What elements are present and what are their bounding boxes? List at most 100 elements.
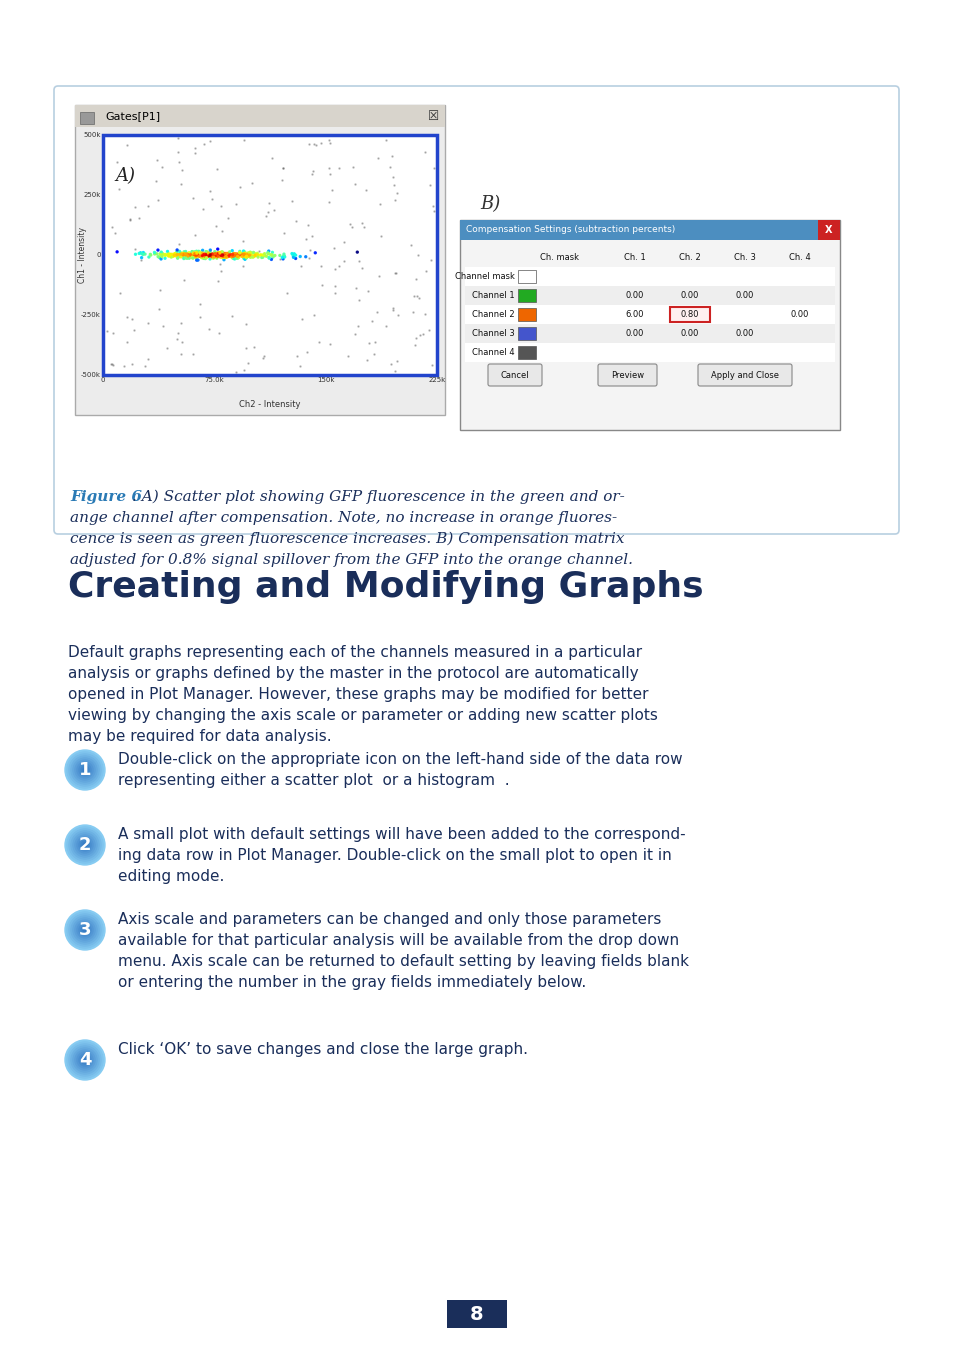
- Point: [331, 255, 346, 276]
- Point: [198, 241, 213, 263]
- Point: [178, 245, 193, 267]
- Point: [155, 315, 171, 337]
- Point: [424, 355, 439, 376]
- Point: [230, 248, 245, 269]
- Text: 0.00: 0.00: [735, 291, 754, 301]
- Point: [221, 242, 236, 264]
- Point: [122, 209, 137, 230]
- Point: [213, 244, 228, 265]
- Text: Ch. 3: Ch. 3: [733, 253, 755, 263]
- Point: [297, 229, 313, 250]
- Point: [189, 244, 204, 265]
- Point: [181, 242, 196, 264]
- Point: [169, 245, 184, 267]
- Text: -500k: -500k: [81, 372, 101, 378]
- Point: [260, 242, 275, 264]
- Point: [188, 246, 203, 268]
- Point: [216, 242, 232, 264]
- Point: [240, 244, 255, 265]
- Point: [293, 256, 308, 278]
- Point: [233, 244, 248, 265]
- Point: [302, 240, 317, 261]
- Point: [164, 246, 179, 268]
- Point: [237, 248, 253, 269]
- Point: [255, 345, 271, 367]
- Point: [408, 268, 423, 290]
- Point: [423, 249, 438, 271]
- Point: [228, 194, 243, 215]
- Point: [213, 241, 229, 263]
- Point: [299, 341, 314, 363]
- Point: [217, 242, 233, 264]
- FancyBboxPatch shape: [464, 305, 834, 324]
- Point: [213, 260, 228, 282]
- Point: [229, 245, 244, 267]
- Point: [230, 246, 245, 268]
- Point: [154, 245, 170, 267]
- Point: [126, 320, 141, 341]
- Point: [228, 245, 243, 267]
- Point: [226, 246, 241, 268]
- Point: [172, 242, 188, 264]
- Point: [159, 337, 174, 359]
- Point: [180, 244, 195, 265]
- Point: [381, 157, 396, 179]
- Circle shape: [75, 919, 95, 940]
- Text: 4: 4: [79, 1051, 91, 1070]
- Point: [201, 245, 216, 267]
- Point: [196, 246, 212, 268]
- Point: [235, 130, 251, 152]
- Circle shape: [79, 1053, 91, 1066]
- Text: Channel 2: Channel 2: [472, 310, 515, 320]
- Point: [154, 244, 170, 265]
- Point: [231, 246, 246, 268]
- Point: [201, 245, 216, 267]
- Point: [177, 246, 193, 268]
- Point: [207, 244, 222, 265]
- Point: [215, 244, 231, 265]
- Point: [244, 242, 259, 264]
- Point: [182, 244, 197, 265]
- Point: [120, 332, 135, 353]
- Point: [250, 242, 265, 264]
- Point: [170, 127, 185, 149]
- Text: 2: 2: [79, 835, 91, 854]
- Point: [355, 257, 370, 279]
- Point: [351, 288, 366, 310]
- Point: [252, 240, 267, 261]
- Point: [242, 244, 257, 265]
- Circle shape: [67, 913, 103, 948]
- Point: [300, 214, 315, 236]
- Point: [194, 240, 210, 261]
- Point: [216, 249, 232, 271]
- Text: 8: 8: [470, 1304, 483, 1323]
- Point: [218, 246, 233, 268]
- Point: [173, 344, 189, 366]
- Point: [358, 179, 374, 200]
- Point: [242, 242, 257, 264]
- Point: [288, 244, 303, 265]
- Circle shape: [73, 1048, 97, 1072]
- Text: 0.00: 0.00: [680, 329, 699, 338]
- Text: may be required for data analysis.: may be required for data analysis.: [68, 728, 332, 743]
- Point: [125, 353, 140, 375]
- Point: [244, 172, 259, 194]
- Point: [170, 244, 185, 265]
- Text: Ch. 2: Ch. 2: [679, 253, 700, 263]
- Circle shape: [79, 923, 91, 936]
- Point: [151, 240, 166, 261]
- Point: [201, 244, 216, 265]
- Point: [314, 275, 330, 297]
- Point: [377, 129, 393, 150]
- Point: [227, 246, 242, 268]
- Point: [249, 244, 264, 265]
- Point: [275, 157, 291, 179]
- Point: [232, 241, 247, 263]
- Text: Ch2 - Intensity: Ch2 - Intensity: [239, 399, 300, 409]
- Point: [214, 244, 230, 265]
- Point: [209, 246, 224, 268]
- FancyBboxPatch shape: [459, 219, 840, 240]
- Point: [276, 244, 292, 265]
- Point: [204, 245, 219, 267]
- Point: [105, 353, 120, 375]
